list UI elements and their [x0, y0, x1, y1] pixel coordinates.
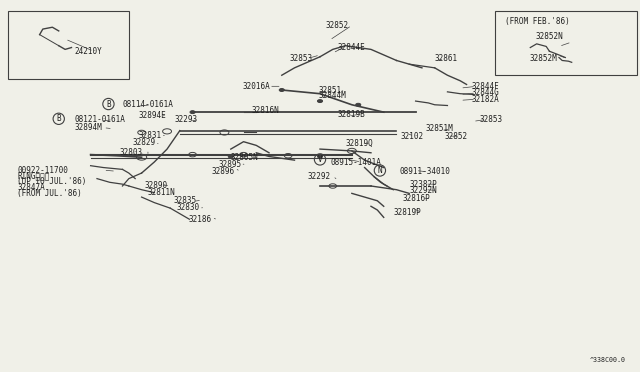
Text: 32895: 32895	[218, 160, 241, 169]
Text: 32861: 32861	[435, 54, 458, 63]
Text: (FROM FEB.'86): (FROM FEB.'86)	[505, 17, 570, 26]
Text: 32835: 32835	[173, 196, 196, 205]
Circle shape	[190, 111, 195, 113]
Text: 08114-0161A: 08114-0161A	[122, 100, 173, 109]
Text: 32844E: 32844E	[337, 43, 365, 52]
Text: RINGリング: RINGリング	[17, 171, 50, 180]
Circle shape	[228, 155, 234, 158]
Text: 32852: 32852	[444, 132, 467, 141]
Bar	[8, 11, 129, 79]
Text: 32852M: 32852M	[529, 54, 557, 63]
Text: 32894M: 32894M	[75, 123, 102, 132]
Text: N: N	[378, 166, 382, 175]
Text: 32829: 32829	[132, 138, 155, 147]
Text: 32844M: 32844M	[318, 91, 346, 100]
Text: 32816P: 32816P	[403, 195, 431, 203]
Text: 32896: 32896	[212, 167, 235, 176]
Text: (FROM JUL.'86): (FROM JUL.'86)	[17, 189, 82, 198]
Text: 32890: 32890	[145, 181, 168, 190]
Text: 32293: 32293	[174, 115, 197, 124]
Text: 32852N: 32852N	[536, 32, 563, 41]
Text: 32853: 32853	[289, 54, 312, 63]
Circle shape	[356, 103, 361, 106]
Text: 32182A: 32182A	[472, 95, 499, 104]
Circle shape	[279, 89, 284, 92]
Text: 32819B: 32819B	[338, 109, 365, 119]
Text: 32852: 32852	[325, 21, 348, 30]
Bar	[495, 11, 637, 75]
Text: (UP TO JUL.'86): (UP TO JUL.'86)	[17, 177, 86, 186]
Text: 32851M: 32851M	[425, 124, 453, 133]
Text: 32186: 32186	[188, 215, 211, 224]
Text: B: B	[56, 114, 61, 123]
Text: 32292: 32292	[307, 171, 330, 180]
Text: 32844G: 32844G	[472, 89, 499, 97]
Text: 32853: 32853	[479, 115, 502, 124]
Text: 32803: 32803	[119, 148, 142, 157]
Text: V: V	[317, 155, 323, 164]
Text: 32816N: 32816N	[252, 106, 280, 115]
Text: 08915-1401A: 08915-1401A	[331, 157, 381, 167]
Text: 32016A: 32016A	[243, 82, 270, 91]
Text: 08121-0161A: 08121-0161A	[75, 115, 125, 124]
Text: 32102: 32102	[400, 132, 424, 141]
Text: ^338C00.0: ^338C00.0	[590, 357, 626, 363]
Text: 32819Q: 32819Q	[346, 139, 373, 148]
Circle shape	[317, 100, 323, 103]
Text: 32831: 32831	[138, 131, 161, 140]
Text: 32819P: 32819P	[394, 208, 421, 217]
Text: 32851: 32851	[318, 86, 341, 94]
Text: 32805N: 32805N	[231, 153, 259, 162]
Text: 32830: 32830	[177, 203, 200, 212]
Text: 32811N: 32811N	[148, 188, 176, 197]
Text: 08911-34010: 08911-34010	[399, 167, 450, 176]
Text: 00922-11700: 00922-11700	[17, 166, 68, 174]
Text: B: B	[106, 100, 111, 109]
Text: 32844F: 32844F	[472, 82, 499, 91]
Text: 32382P: 32382P	[409, 180, 437, 189]
Text: 24210Y: 24210Y	[75, 47, 102, 56]
Text: 32292N: 32292N	[409, 186, 437, 195]
Text: 32894E: 32894E	[138, 110, 166, 120]
Text: 32847A: 32847A	[17, 183, 45, 192]
Circle shape	[317, 155, 323, 158]
